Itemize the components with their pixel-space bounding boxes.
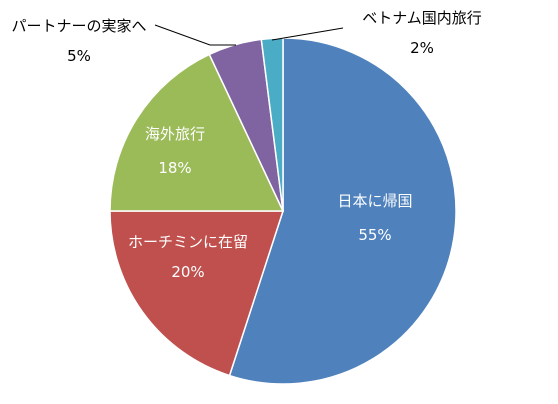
data-labels: 日本に帰国 55% ホーチミンに在留 20% 海外旅行 18% パートナーの実家… [11,9,481,281]
data-label-name-1: ホーチミンに在留 [128,233,248,251]
leader-lines [154,24,344,46]
pie-slice-2 [109,53,285,212]
data-label-pct-3: 5% [67,47,91,65]
leader-line-4 [271,27,344,41]
data-label-name-0: 日本に帰国 [337,192,412,210]
data-label-name-3: パートナーの実家へ [11,17,146,35]
pie-slices [109,37,457,385]
data-label-pct-4: 2% [410,39,434,57]
data-label-name-4: ベトナム国内旅行 [362,9,482,27]
pie-slice-0 [228,37,457,385]
data-label-pct-0: 55% [358,226,391,244]
data-label-name-2: 海外旅行 [145,125,205,143]
data-label-pct-1: 20% [171,263,204,281]
pie-slice-1 [109,210,285,377]
data-label-pct-2: 18% [158,159,191,177]
leader-line-3 [154,24,236,46]
